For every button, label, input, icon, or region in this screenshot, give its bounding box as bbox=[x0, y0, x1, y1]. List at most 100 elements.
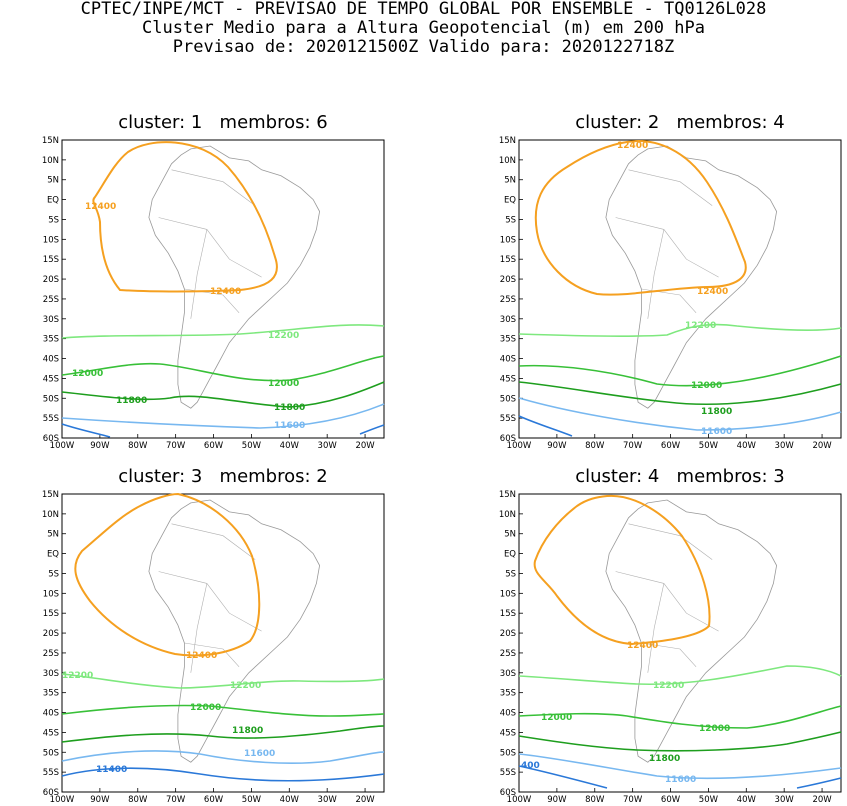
contour-12400 bbox=[534, 140, 747, 296]
map-frame: 15N 10N 5N EQ 5S 10S 15S 20S 25S 30S 35S 40S 45S 50S 5… bbox=[42, 490, 385, 805]
coastline-outline bbox=[605, 499, 778, 763]
lat-label: 50S bbox=[43, 394, 59, 404]
lon-label: 80W bbox=[585, 441, 605, 451]
lat-label: 35S bbox=[43, 689, 59, 699]
lon-label: 50W bbox=[242, 795, 262, 805]
lat-label: 40S bbox=[500, 709, 516, 719]
lon-label: 100W bbox=[50, 441, 75, 451]
lat-label: 5S bbox=[505, 215, 516, 225]
lat-label: 35S bbox=[500, 335, 516, 345]
map-panel-cluster-1: cluster: 1 membros: 6 15N 10N 5N EQ 5S 10S 15S… bbox=[0, 112, 420, 452]
contour-12000 bbox=[518, 355, 842, 387]
lat-label: 45S bbox=[500, 374, 516, 384]
lat-label: 5N bbox=[47, 176, 59, 186]
contour-label: 11800 bbox=[274, 403, 305, 413]
lon-label: 70W bbox=[166, 441, 186, 451]
contour-label: 12200 bbox=[62, 671, 93, 681]
contour-label: 12000 bbox=[541, 713, 572, 723]
lat-label: 10N bbox=[499, 510, 516, 520]
lon-label: 20W bbox=[355, 795, 375, 805]
lon-label: 90W bbox=[547, 795, 567, 805]
lat-label: 30S bbox=[500, 669, 516, 679]
country-border bbox=[628, 523, 713, 560]
country-border bbox=[647, 583, 665, 673]
lon-label: 60W bbox=[661, 441, 681, 451]
contour-11400 bbox=[61, 423, 385, 438]
lon-label: 100W bbox=[507, 795, 532, 805]
header-title-line2: Cluster Medio para a Altura Geopotencial… bbox=[142, 18, 705, 38]
contour-11800 bbox=[518, 731, 842, 752]
contour-12200 bbox=[61, 324, 385, 339]
lon-label: 60W bbox=[204, 795, 224, 805]
map-svg: 15N 10N 5N EQ 5S 10S 15S 20S 25S 30S 35S 40S 45S 50S 5… bbox=[499, 136, 842, 451]
contour-label: 11800 bbox=[701, 407, 732, 417]
lon-label: 60W bbox=[204, 441, 224, 451]
lon-label: 50W bbox=[699, 795, 719, 805]
country-border bbox=[190, 583, 208, 673]
map-panel-cluster-3: cluster: 3 membros: 2 15N 10N 5N EQ 5S 10S 15S… bbox=[0, 466, 420, 806]
contour-label: 12000 bbox=[190, 703, 221, 713]
lat-label: 55S bbox=[500, 768, 516, 778]
lat-label: 5S bbox=[48, 569, 59, 579]
map-svg: 15N 10N 5N EQ 5S 10S 15S 20S 25S 30S 35S 40S 45S 50S 5… bbox=[42, 490, 385, 805]
contour-11400 bbox=[518, 415, 573, 437]
country-border bbox=[158, 571, 262, 632]
contour-label: 12400 bbox=[85, 202, 116, 212]
lat-label: 55S bbox=[43, 768, 59, 778]
contour-11800 bbox=[61, 381, 385, 408]
map-panel-cluster-2: cluster: 2 membros: 4 15N 10N 5N EQ 5S 10S 15S… bbox=[457, 112, 847, 452]
lon-label: 20W bbox=[812, 441, 832, 451]
contour-label: 12000 bbox=[268, 379, 299, 389]
contour-label: 12400 bbox=[210, 287, 241, 297]
contour-label: 12000 bbox=[691, 381, 722, 391]
lon-label: 90W bbox=[90, 795, 110, 805]
lat-label: 10S bbox=[500, 235, 516, 245]
lat-label: 45S bbox=[43, 728, 59, 738]
map-frame: 15N 10N 5N EQ 5S 10S 15S 20S 25S 30S 35S 40S 45S 50S 5… bbox=[499, 490, 842, 805]
header-title-line1: CPTEC/INPE/MCT - PREVISAO DE TEMPO GLOBA… bbox=[80, 0, 767, 19]
lat-label: 15N bbox=[499, 136, 516, 146]
lat-label: 30S bbox=[43, 315, 59, 325]
lat-label: 15N bbox=[42, 490, 59, 500]
country-border bbox=[171, 169, 256, 206]
lon-label: 80W bbox=[128, 441, 148, 451]
coastline-outline bbox=[148, 145, 321, 409]
lat-label: 45S bbox=[500, 728, 516, 738]
panel-title: cluster: 3 membros: 2 bbox=[118, 466, 328, 487]
map-border bbox=[61, 493, 385, 793]
contour-label: 12200 bbox=[230, 681, 261, 691]
coastline-outline bbox=[148, 499, 321, 763]
lat-label: 15S bbox=[500, 609, 516, 619]
lat-label: 15N bbox=[499, 490, 516, 500]
lat-label: 10N bbox=[42, 510, 59, 520]
map-svg: 15N 10N 5N EQ 5S 10S 15S 20S 25S 30S 35S 40S 45S 50S 5… bbox=[42, 136, 385, 451]
contour-label: 400 bbox=[521, 761, 540, 771]
lat-label: 60S bbox=[500, 788, 516, 798]
lon-label: 40W bbox=[280, 795, 300, 805]
panel-title: cluster: 2 membros: 4 bbox=[575, 112, 785, 133]
map-border bbox=[518, 493, 842, 793]
lat-label: 25S bbox=[43, 295, 59, 305]
lon-label: 60W bbox=[661, 795, 681, 805]
continent-outline bbox=[605, 499, 778, 763]
contour-12000 bbox=[61, 355, 385, 382]
lat-label: 10S bbox=[500, 589, 516, 599]
lat-label: 10N bbox=[42, 156, 59, 166]
contour-12400 bbox=[92, 141, 278, 293]
header-title-line3: Previsao de: 2020121500Z Valido para: 20… bbox=[172, 37, 675, 57]
lat-label: 10S bbox=[43, 235, 59, 245]
country-border bbox=[641, 642, 697, 668]
lat-label: 30S bbox=[500, 315, 516, 325]
lat-label: 25S bbox=[500, 649, 516, 659]
contour-12200 bbox=[61, 673, 385, 689]
lon-label: 90W bbox=[547, 441, 567, 451]
contour-11600 bbox=[61, 403, 385, 429]
lon-label: 30W bbox=[318, 795, 338, 805]
lat-label: 50S bbox=[500, 748, 516, 758]
contour-label: 12400 bbox=[617, 141, 648, 151]
country-border bbox=[615, 217, 719, 278]
contour-11600 bbox=[518, 753, 842, 780]
lon-label: 80W bbox=[128, 795, 148, 805]
lat-label: 35S bbox=[43, 335, 59, 345]
lat-label: 55S bbox=[500, 414, 516, 424]
